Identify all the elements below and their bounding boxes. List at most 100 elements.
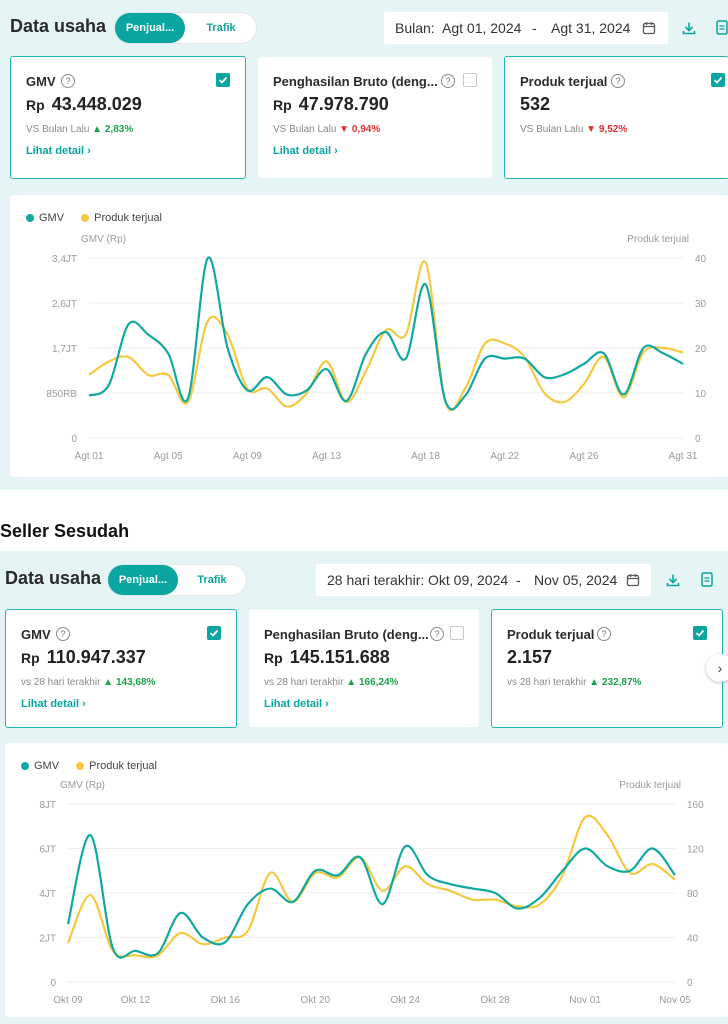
before-point-gmv[interactable]	[265, 375, 270, 380]
after-point-gmv[interactable]	[583, 846, 588, 851]
checkbox-icon[interactable]	[207, 626, 221, 640]
after-point-produk-terjual[interactable]	[605, 833, 610, 838]
after-point-produk-terjual[interactable]	[650, 862, 655, 867]
checkbox-icon[interactable]	[450, 626, 464, 640]
date-range-picker[interactable]: 28 hari terakhir: Okt 09, 2024 - Nov 05,…	[316, 564, 651, 596]
tab-penjualan[interactable]: Penjual...	[115, 13, 185, 43]
before-point-gmv[interactable]	[621, 392, 626, 397]
before-point-gmv[interactable]	[364, 351, 369, 356]
after-point-produk-terjual[interactable]	[425, 882, 430, 887]
after-point-produk-terjual[interactable]	[403, 864, 408, 869]
after-point-gmv[interactable]	[673, 873, 678, 878]
metric-card-gmv[interactable]: GMV ? Rp 43.448.029 VS Bulan Lalu ▲ 2,83…	[10, 56, 246, 179]
metric-card-gmv[interactable]: GMV ? Rp 110.947.337 vs 28 hari terakhir…	[5, 609, 237, 728]
before-point-produk-terjual[interactable]	[542, 391, 547, 396]
before-point-gmv[interactable]	[681, 361, 686, 366]
before-point-gmv[interactable]	[582, 361, 587, 366]
checkbox-icon[interactable]	[463, 73, 477, 87]
date-range-picker[interactable]: Bulan: Agt 01, 2024 - Agt 31, 2024	[384, 12, 668, 44]
before-point-gmv[interactable]	[205, 256, 210, 261]
before-point-produk-terjual[interactable]	[483, 341, 488, 346]
before-point-gmv[interactable]	[285, 392, 290, 397]
legend-produk-terjual[interactable]: Produk terjual	[76, 760, 157, 772]
legend-gmv[interactable]: GMV	[21, 760, 59, 772]
metric-card-produk-terjual[interactable]: Produk terjual ? 2.157 vs 28 hari terakh…	[491, 609, 723, 728]
before-point-gmv[interactable]	[562, 372, 567, 377]
after-point-gmv[interactable]	[313, 868, 318, 873]
help-icon[interactable]: ?	[56, 627, 70, 641]
before-point-gmv[interactable]	[384, 330, 389, 335]
after-point-produk-terjual[interactable]	[66, 941, 71, 946]
report-icon[interactable]	[701, 572, 713, 587]
before-point-gmv[interactable]	[661, 351, 666, 356]
after-point-gmv[interactable]	[515, 906, 520, 911]
metric-card-penghasilan-bruto[interactable]: Penghasilan Bruto (deng... ? Rp 145.151.…	[249, 610, 479, 727]
help-icon[interactable]: ?	[597, 627, 611, 641]
after-point-gmv[interactable]	[66, 922, 71, 927]
legend-gmv[interactable]: GMV	[26, 212, 64, 224]
before-point-gmv[interactable]	[403, 356, 408, 361]
tab-trafik[interactable]: Trafik	[206, 22, 236, 34]
before-point-gmv[interactable]	[542, 375, 547, 380]
before-point-gmv[interactable]	[304, 388, 309, 393]
before-point-gmv[interactable]	[245, 388, 250, 393]
before-point-gmv[interactable]	[324, 367, 329, 372]
before-point-gmv[interactable]	[443, 398, 448, 403]
after-point-gmv[interactable]	[628, 868, 633, 873]
before-point-produk-terjual[interactable]	[403, 332, 408, 337]
after-point-gmv[interactable]	[200, 935, 205, 940]
detail-link[interactable]: Lihat detail ›	[21, 698, 86, 710]
after-point-gmv[interactable]	[88, 833, 93, 838]
after-point-produk-terjual[interactable]	[133, 953, 138, 958]
before-point-produk-terjual[interactable]	[146, 373, 151, 378]
tab-penjualan[interactable]: Penjual...	[108, 565, 178, 595]
help-icon[interactable]: ?	[611, 74, 625, 88]
tab-trafik[interactable]: Trafik	[197, 574, 227, 586]
metric-card-penghasilan-bruto[interactable]: Penghasilan Bruto (deng... ? Rp 47.978.7…	[258, 57, 492, 178]
before-point-produk-terjual[interactable]	[463, 386, 468, 391]
after-point-produk-terjual[interactable]	[673, 877, 678, 882]
after-point-produk-terjual[interactable]	[448, 888, 453, 893]
before-point-gmv[interactable]	[186, 396, 191, 401]
before-point-gmv[interactable]	[146, 332, 151, 337]
before-point-produk-terjual[interactable]	[265, 386, 270, 391]
chevron-right-icon[interactable]: ›	[706, 654, 728, 682]
checkbox-icon[interactable]	[216, 73, 230, 87]
before-point-produk-terjual[interactable]	[423, 260, 428, 265]
before-point-gmv[interactable]	[344, 398, 349, 403]
after-point-gmv[interactable]	[358, 855, 363, 860]
after-point-gmv[interactable]	[493, 891, 498, 896]
before-point-gmv[interactable]	[522, 356, 527, 361]
before-point-gmv[interactable]	[126, 322, 131, 327]
after-point-produk-terjual[interactable]	[200, 942, 205, 947]
download-icon[interactable]	[666, 573, 680, 587]
before-point-produk-terjual[interactable]	[126, 355, 131, 360]
detail-link[interactable]: Lihat detail ›	[273, 145, 338, 157]
before-point-produk-terjual[interactable]	[166, 373, 171, 378]
after-point-gmv[interactable]	[335, 873, 340, 878]
before-point-gmv[interactable]	[166, 351, 171, 356]
before-point-gmv[interactable]	[463, 393, 468, 398]
before-point-produk-terjual[interactable]	[87, 373, 92, 378]
before-point-gmv[interactable]	[423, 282, 428, 287]
after-point-produk-terjual[interactable]	[493, 897, 498, 902]
before-point-produk-terjual[interactable]	[681, 350, 686, 355]
checkbox-icon[interactable]	[693, 626, 707, 640]
after-point-produk-terjual[interactable]	[583, 815, 588, 820]
after-point-produk-terjual[interactable]	[380, 888, 385, 893]
help-icon[interactable]: ?	[441, 74, 455, 88]
help-icon[interactable]: ?	[430, 627, 444, 641]
before-point-produk-terjual[interactable]	[205, 319, 210, 324]
report-icon[interactable]	[716, 20, 728, 35]
after-point-gmv[interactable]	[178, 911, 183, 916]
after-point-gmv[interactable]	[425, 873, 430, 878]
after-point-gmv[interactable]	[110, 946, 115, 951]
detail-link[interactable]: Lihat detail ›	[26, 145, 91, 157]
after-point-produk-terjual[interactable]	[470, 897, 475, 902]
before-point-gmv[interactable]	[106, 383, 111, 388]
after-point-gmv[interactable]	[605, 864, 610, 869]
help-icon[interactable]: ?	[61, 74, 75, 88]
after-point-gmv[interactable]	[223, 939, 228, 944]
after-point-gmv[interactable]	[245, 902, 250, 907]
after-point-gmv[interactable]	[560, 868, 565, 873]
